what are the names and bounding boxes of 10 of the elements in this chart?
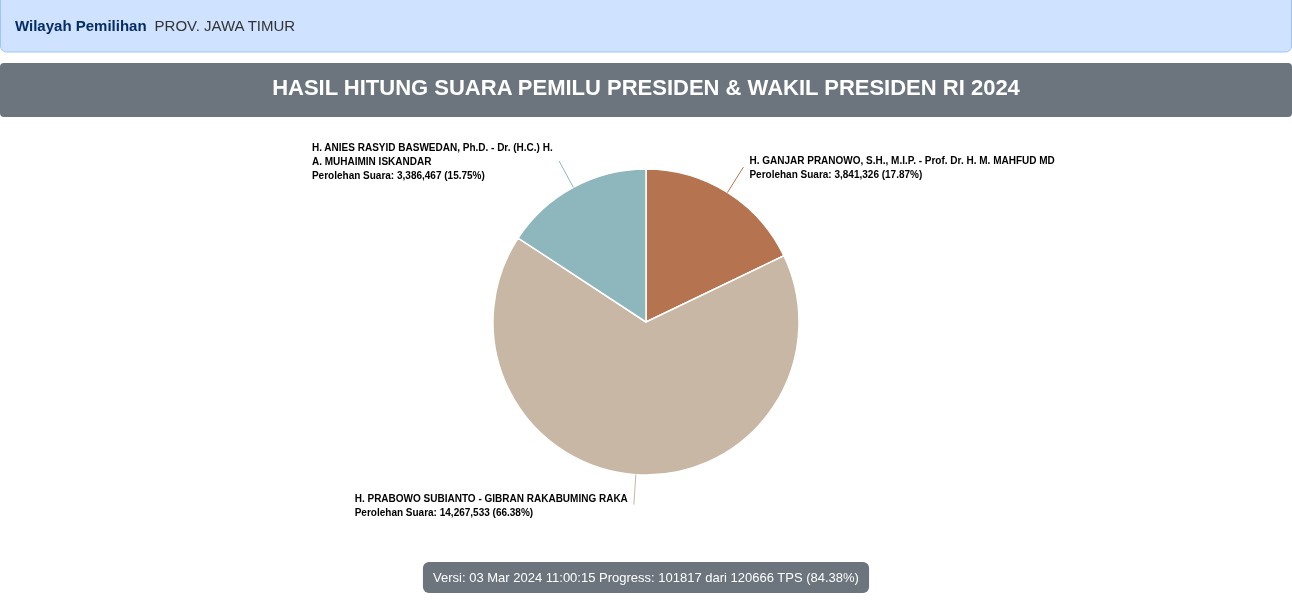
chart-title: HASIL HITUNG SUARA PEMILU PRESIDEN & WAKIL PRESIDEN RI 2024 [272,75,1021,100]
slice-label: H. PRABOWO SUBIANTO - GIBRAN RAKABUMING RAKA [354,492,628,504]
text: Versi: 03 Mar 2024 11:00:15 Progress: 101817 dari 120666 TPS (84.38%) [433,570,859,585]
slice-label: H. ANIES RASYID BASWEDAN, Ph.D. - Dr. (H.C.) H. A. MUHAIMIN ISKANDAR [311,141,553,167]
slice-label: H. GANJAR PRANOWO, S.H., M.I.P. - Prof. Dr. H. M. MAHFUD MD [749,155,1055,167]
text: Wilayah Pemilihan [15,17,147,34]
data-label: Perolehan Suara: 3,841,326 (17.87%) [749,169,923,181]
data-label: Perolehan Suara: 3,386,467 (15.75%) [311,169,485,181]
text: PROV. JAWA TIMUR [154,17,296,34]
data-label: Perolehan Suara: 14,267,533 (66.38%) [354,506,534,518]
